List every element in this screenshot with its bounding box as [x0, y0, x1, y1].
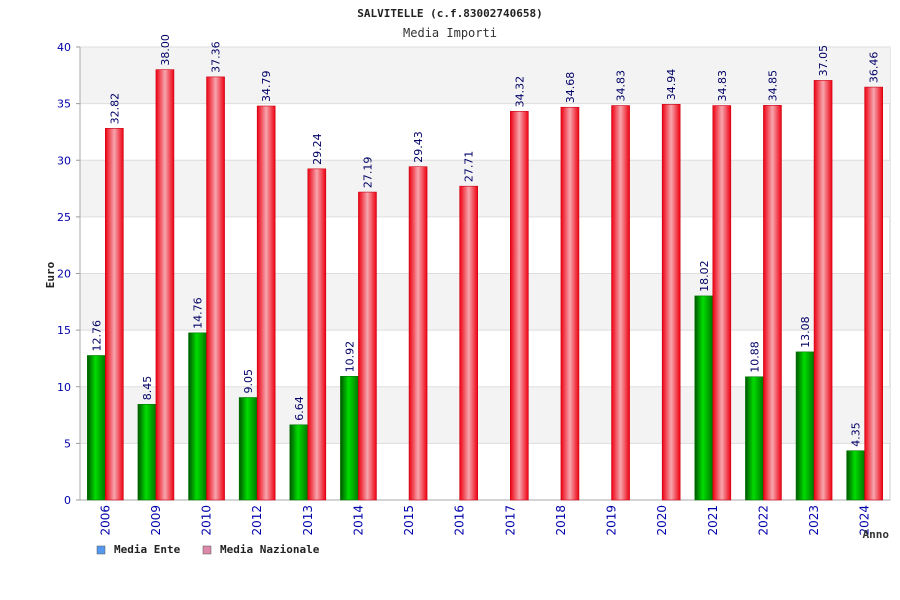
chart-title: SALVITELLE (c.f.83002740658)	[357, 7, 542, 20]
data-label: 9.05	[242, 369, 255, 394]
x-axis: 2006 2009 2010 2012 2013 2014 2015 2016 2017 2018…	[80, 499, 890, 536]
x-tick-label: 2013	[301, 505, 315, 536]
bar-media-ente	[289, 424, 309, 501]
bar-media-nazionale	[408, 166, 428, 501]
data-label: 12.76	[90, 320, 103, 352]
bar-media-nazionale	[712, 105, 732, 501]
x-tick-label: 2014	[351, 505, 365, 536]
data-label: 8.45	[141, 376, 154, 401]
bar-media-nazionale	[358, 191, 377, 501]
data-label: 34.83	[716, 70, 729, 102]
y-axis: 0 5 10 15 20 25 30 35 40	[57, 41, 81, 507]
data-label: 29.43	[412, 131, 425, 163]
x-tick-label: 2020	[655, 505, 669, 536]
x-tick-label: 2006	[98, 505, 112, 536]
y-tick-label: 40	[57, 41, 71, 54]
data-label: 34.79	[260, 71, 273, 103]
legend-label: Media Nazionale	[220, 543, 320, 556]
data-label: 34.94	[665, 69, 678, 101]
y-tick-label: 10	[57, 381, 71, 394]
y-tick-label: 0	[64, 494, 71, 507]
bar-media-ente	[87, 355, 106, 501]
data-label: 38.00	[159, 34, 172, 66]
data-label: 13.08	[799, 316, 812, 348]
bar-media-nazionale	[813, 80, 833, 501]
bar-media-nazionale	[611, 105, 630, 501]
bar-media-ente	[188, 332, 207, 501]
y-tick-label: 5	[64, 437, 71, 450]
data-label: 34.85	[766, 70, 779, 102]
data-label: 34.32	[513, 76, 526, 108]
data-label: 37.05	[817, 45, 830, 77]
bar-media-ente	[340, 376, 359, 501]
data-label: 27.19	[361, 157, 374, 189]
y-tick-label: 35	[57, 98, 71, 111]
bar-media-nazionale	[256, 105, 276, 501]
bars	[87, 69, 883, 501]
legend-swatch	[202, 545, 212, 555]
legend: Media Ente Media Nazionale	[96, 543, 320, 556]
bar-media-nazionale	[307, 168, 327, 501]
data-label: 37.36	[210, 41, 223, 73]
bar-media-nazionale	[763, 105, 782, 501]
x-tick-label: 2010	[200, 505, 214, 536]
data-label: 34.83	[615, 70, 628, 102]
legend-label: Media Ente	[114, 543, 181, 556]
x-tick-label: 2023	[807, 505, 821, 536]
bar-media-ente	[795, 351, 815, 501]
chart-subtitle: Media Importi	[403, 26, 497, 40]
bar-media-nazionale	[864, 86, 883, 501]
x-tick-label: 2015	[402, 505, 416, 536]
bar-media-nazionale	[459, 185, 478, 501]
data-label: 10.92	[343, 341, 356, 373]
bar-media-nazionale	[105, 128, 124, 501]
x-tick-label: 2017	[503, 505, 517, 536]
y-tick-label: 25	[57, 211, 71, 224]
bar-labels: 12.76 32.82 8.45 38.00 14.76 37.36 9.05 34.79 6.…	[90, 34, 880, 447]
x-axis-label: Anno	[863, 528, 890, 541]
bar-media-nazionale	[560, 106, 580, 501]
data-label: 27.71	[463, 151, 476, 183]
data-label: 36.46	[868, 52, 881, 84]
x-tick-label: 2016	[453, 505, 467, 536]
bar-media-nazionale	[661, 104, 681, 501]
data-label: 4.35	[850, 422, 863, 447]
x-tick-label: 2018	[554, 505, 568, 536]
data-label: 32.82	[108, 93, 121, 125]
bar-media-nazionale	[206, 76, 225, 501]
data-label: 6.64	[293, 396, 306, 421]
data-label: 14.76	[192, 297, 205, 329]
data-label: 29.24	[311, 133, 324, 165]
x-tick-label: 2022	[756, 505, 770, 536]
data-label: 18.02	[698, 260, 711, 292]
y-tick-label: 20	[57, 268, 71, 281]
x-tick-label: 2024	[858, 505, 872, 536]
bar-media-ente	[238, 397, 258, 501]
x-tick-label: 2019	[605, 505, 619, 536]
data-label: 34.68	[564, 72, 577, 104]
bar-media-nazionale	[155, 69, 175, 501]
x-tick-label: 2009	[149, 505, 163, 536]
y-tick-label: 30	[57, 154, 71, 167]
y-tick-label: 15	[57, 324, 71, 337]
y-axis-label: Euro	[44, 261, 57, 288]
x-tick-label: 2012	[250, 505, 264, 536]
x-tick-label: 2021	[706, 505, 720, 536]
bar-media-nazionale	[510, 111, 529, 501]
legend-swatch	[96, 545, 106, 555]
data-label: 10.88	[748, 341, 761, 373]
bar-media-ente	[137, 404, 157, 501]
bar-media-ente	[745, 376, 764, 501]
bar-media-ente	[846, 450, 865, 501]
bar-media-ente	[694, 295, 714, 501]
